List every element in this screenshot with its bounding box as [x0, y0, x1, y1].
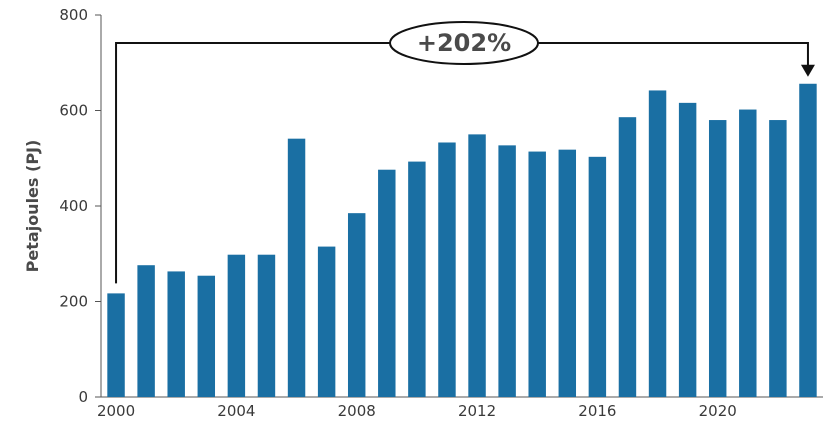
change-annotation: +202% — [115, 21, 815, 284]
bar-2010 — [408, 161, 426, 397]
bar-2016 — [588, 156, 607, 397]
y-tick-label: 200 — [59, 293, 88, 311]
y-tick-label: 800 — [59, 6, 88, 24]
bar-2015 — [558, 149, 577, 397]
bar-2011 — [438, 142, 456, 397]
bar-2000 — [107, 293, 125, 397]
x-tick-label: 2012 — [458, 402, 496, 420]
bar-2012 — [468, 134, 486, 397]
bar-2002 — [167, 271, 185, 397]
y-tick-label: 0 — [78, 388, 88, 406]
bar-2022 — [769, 120, 787, 398]
x-axis: 2000 2004 2008 2012 2016 2020 — [97, 396, 823, 420]
y-axis-title: Petajoules (PJ) — [23, 140, 42, 273]
y-axis: 0 200 400 600 800 — [59, 6, 102, 406]
bars-group — [107, 83, 817, 398]
bar-2019 — [678, 102, 697, 398]
annotation-arrowhead — [800, 64, 815, 77]
bar-2023 — [799, 83, 817, 397]
x-tick-label: 2004 — [217, 402, 255, 420]
annotation-label: +202% — [417, 29, 511, 57]
bar-2007 — [317, 246, 336, 397]
bar-2008 — [347, 213, 366, 397]
x-tick-label: 2008 — [338, 402, 376, 420]
bar-2009 — [378, 169, 396, 397]
bar-2005 — [257, 254, 276, 397]
x-tick-label: 2000 — [97, 402, 135, 420]
annotation-ellipse — [389, 21, 539, 65]
y-tick-label: 600 — [59, 102, 88, 120]
bar-2006 — [287, 138, 306, 398]
bar-2003 — [197, 275, 216, 397]
bar-2020 — [708, 120, 727, 398]
bar-2014 — [528, 151, 546, 397]
bar-2017 — [618, 117, 637, 397]
x-tick-label: 2016 — [578, 402, 616, 420]
bar-2021 — [739, 109, 757, 398]
bar-2004 — [227, 254, 246, 397]
x-tick-label: 2020 — [699, 402, 737, 420]
bar-2001 — [137, 265, 155, 397]
bar-2013 — [498, 145, 516, 397]
y-tick-label: 400 — [59, 197, 88, 215]
annotation-bracket — [115, 42, 809, 284]
bar-2018 — [648, 90, 667, 397]
